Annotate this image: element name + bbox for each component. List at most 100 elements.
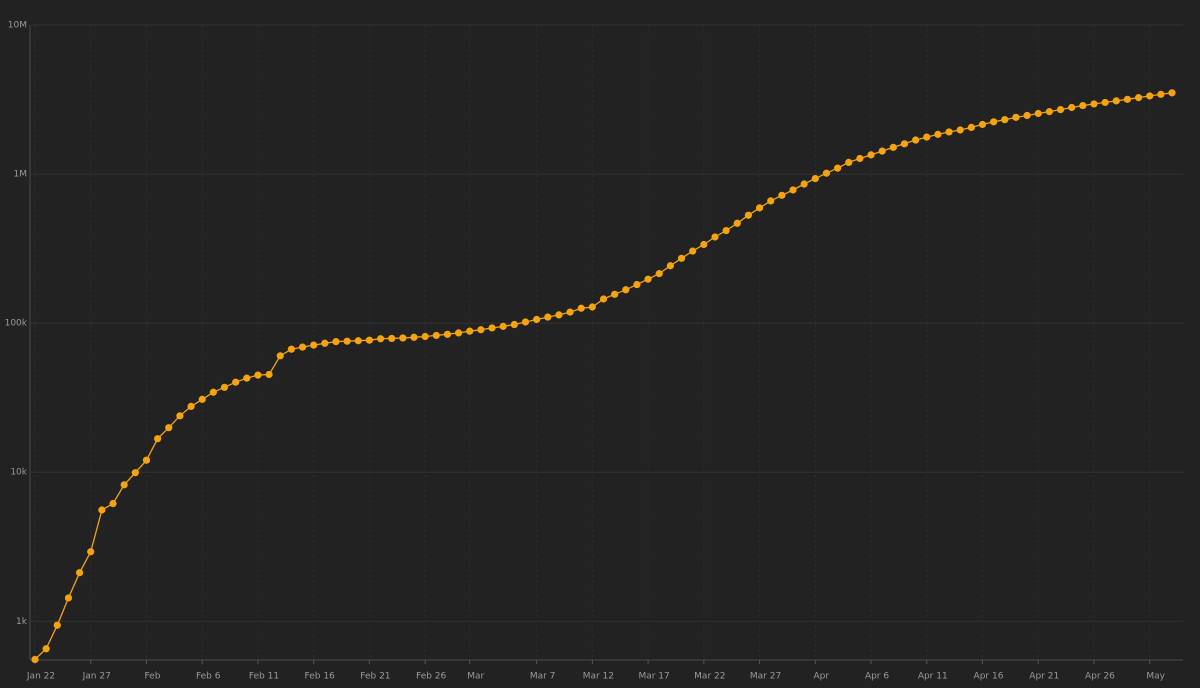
data-point xyxy=(120,481,128,489)
data-point xyxy=(878,147,886,155)
data-point xyxy=(42,645,50,653)
data-point xyxy=(220,383,229,391)
data-point xyxy=(1168,89,1176,97)
data-point xyxy=(1146,92,1154,100)
data-point xyxy=(154,435,162,443)
y-tick-label: 1k xyxy=(16,617,28,627)
y-tick-label: 100k xyxy=(5,319,28,329)
data-point xyxy=(588,303,596,311)
x-tick-label: Mar 12 xyxy=(583,672,614,682)
data-point xyxy=(599,295,608,303)
data-point xyxy=(1157,90,1165,98)
data-point xyxy=(611,290,619,298)
data-point xyxy=(376,335,385,343)
data-point xyxy=(1056,105,1065,114)
data-point xyxy=(978,120,987,129)
data-point xyxy=(365,336,374,344)
data-point xyxy=(677,254,686,262)
data-point xyxy=(912,136,920,144)
data-point xyxy=(644,275,652,283)
data-point xyxy=(900,140,909,148)
x-tick-label: Apr 26 xyxy=(1085,672,1115,682)
data-point xyxy=(343,337,351,345)
data-point xyxy=(310,341,318,349)
data-point xyxy=(388,334,396,343)
x-tick-label: Mar 7 xyxy=(530,672,556,682)
data-point xyxy=(31,655,39,664)
data-point xyxy=(477,326,485,334)
y-tick-label: 10M xyxy=(8,21,27,31)
x-tick-label: Mar xyxy=(467,672,484,682)
data-point xyxy=(187,402,195,410)
x-tick-label: Mar 22 xyxy=(694,672,725,682)
data-point xyxy=(399,334,407,342)
x-tick-label: Mar 27 xyxy=(750,672,781,682)
data-point xyxy=(1112,97,1120,105)
x-tick-label: Jan 22 xyxy=(26,672,55,682)
data-point xyxy=(142,456,151,464)
data-point xyxy=(934,130,942,138)
data-point xyxy=(833,164,842,172)
data-point xyxy=(254,371,262,379)
x-tick-label: Apr xyxy=(814,672,830,682)
data-point xyxy=(1134,94,1143,102)
data-point xyxy=(923,133,931,141)
data-point xyxy=(443,330,452,338)
data-point xyxy=(722,226,730,235)
data-point xyxy=(354,337,362,345)
data-point xyxy=(276,352,284,360)
data-point xyxy=(711,233,719,241)
x-tick-label: Apr 21 xyxy=(1029,672,1059,682)
data-point xyxy=(666,262,674,270)
data-point xyxy=(1001,116,1009,124)
data-point xyxy=(1068,103,1076,112)
data-point xyxy=(510,320,518,329)
x-tick-label: Apr 16 xyxy=(974,672,1004,682)
x-tick-label: Apr 11 xyxy=(918,672,948,682)
data-point xyxy=(432,331,440,340)
data-point xyxy=(521,318,530,326)
data-point xyxy=(845,158,853,167)
y-tick-label: 1M xyxy=(14,170,28,180)
data-point xyxy=(778,191,786,199)
data-point xyxy=(733,219,741,227)
data-point xyxy=(332,338,340,346)
data-point xyxy=(109,499,117,508)
x-tick-label: Feb 16 xyxy=(305,672,336,682)
data-point xyxy=(622,286,630,294)
data-point xyxy=(744,211,753,219)
data-point xyxy=(1045,108,1053,116)
data-point xyxy=(64,594,73,602)
data-point xyxy=(1079,101,1087,110)
data-point xyxy=(198,395,206,403)
data-point xyxy=(544,313,552,321)
data-point xyxy=(867,151,875,159)
data-point xyxy=(577,304,585,312)
x-tick-label: Feb 21 xyxy=(360,672,390,682)
data-point xyxy=(1123,95,1132,103)
data-point xyxy=(811,174,819,183)
data-point xyxy=(789,186,797,194)
data-point xyxy=(488,324,496,332)
x-tick-label: Mar 17 xyxy=(638,672,669,682)
data-point xyxy=(700,240,708,249)
data-point xyxy=(822,169,831,177)
x-tick-label: Feb 26 xyxy=(416,672,447,682)
data-point xyxy=(421,332,429,341)
x-tick-label: May xyxy=(1146,672,1165,682)
data-point xyxy=(990,118,998,126)
data-point xyxy=(1012,113,1020,121)
x-tick-label: Apr 6 xyxy=(865,672,889,682)
data-point xyxy=(131,469,139,477)
data-point xyxy=(945,128,953,136)
data-point xyxy=(75,569,84,577)
data-point xyxy=(555,311,563,319)
data-point xyxy=(1034,109,1042,118)
data-point xyxy=(454,329,463,337)
data-point xyxy=(967,123,975,132)
data-point xyxy=(87,548,95,556)
data-point xyxy=(321,339,329,347)
data-point xyxy=(53,621,61,629)
